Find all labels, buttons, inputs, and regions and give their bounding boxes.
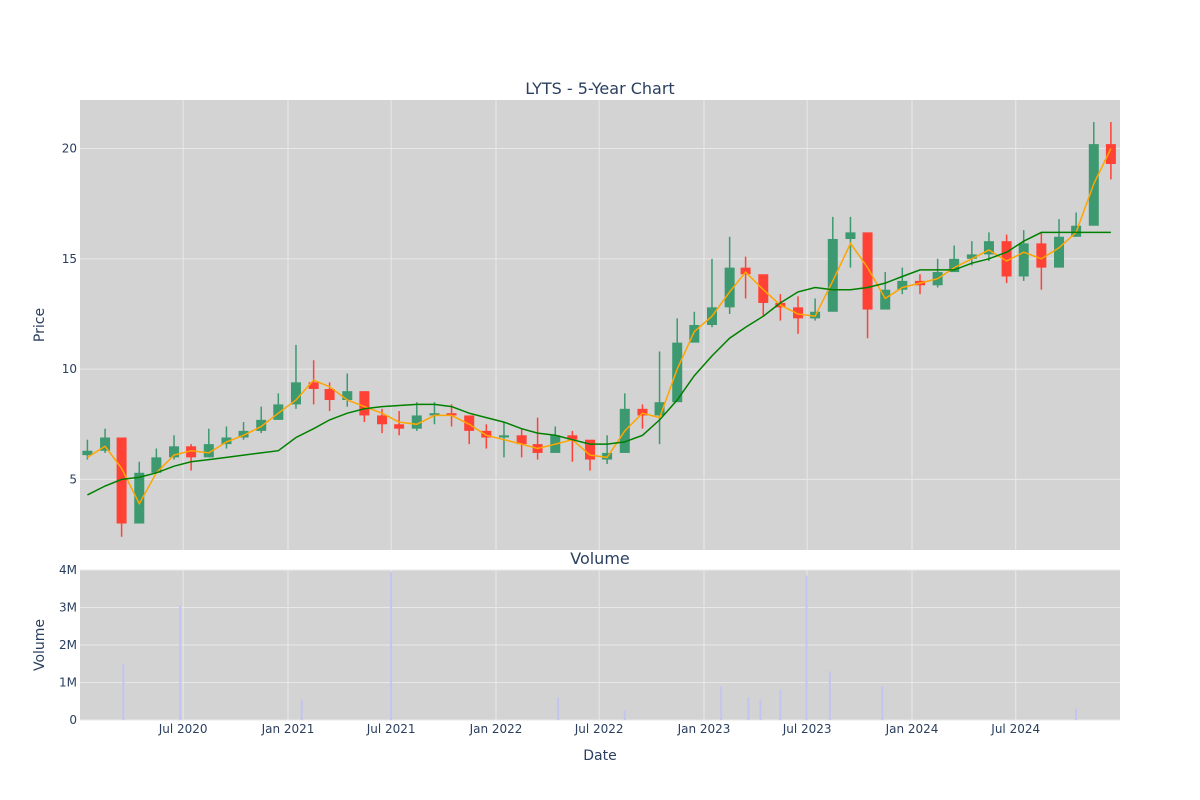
x-tick-label: Jan 2023 [677,722,731,736]
x-tick-label: Jan 2024 [885,722,939,736]
candle-body [186,446,197,458]
candle-body [324,388,335,400]
volume-bar [390,571,393,720]
short-moving-average-line [87,148,1112,506]
x-tick-label: Jan 2021 [261,722,315,736]
volume-y-tick-label: 0 [69,713,77,727]
price-y-grid [80,148,1120,480]
volume-y-tick-label: 4M [59,563,77,577]
candle-body [169,446,180,458]
volume-bar [179,605,182,720]
candle-body [637,408,648,416]
price-y-tick-label: 20 [62,142,77,156]
candle-body [116,437,127,524]
volume-bar [720,686,723,720]
candle-body [342,391,353,400]
candle-body [429,413,440,416]
volume-y-tick-label: 2M [59,638,77,652]
candle-body [654,402,665,416]
volume-y-tick-label: 3M [59,601,77,615]
candle-body [203,444,214,458]
volume-y-tick-labels: 0 1M 2M 3M 4M [59,563,77,727]
volume-y-axis-title: Volume [32,619,48,671]
volume-y-grid [80,569,1120,721]
volume-y-tick-label: 1M [59,676,77,690]
candle-body [1054,236,1065,268]
candle-body [411,415,422,429]
candle-body [845,232,856,239]
candle-body [290,382,301,405]
candle-body [481,430,492,438]
candle-body [567,435,578,440]
candle-body [498,435,509,438]
price-y-axis-title: Price [32,308,48,342]
volume-bars [122,571,1078,720]
candle-body [82,450,93,456]
candle-body [585,439,596,460]
moving-average-lines [87,148,1112,506]
volume-bar [747,697,750,720]
candle-body [151,457,162,473]
volume-bar [805,575,808,720]
candle-body [273,404,284,420]
candle-body [793,307,804,319]
volume-bar [1075,708,1078,720]
candle-body [1018,243,1029,277]
volume-bar [300,699,303,720]
x-tick-label: Jul 2020 [158,722,208,736]
candle-body [689,325,700,343]
candle-body [949,258,960,273]
x-axis-tick-labels: Jul 2020 Jan 2021 Jul 2021 Jan 2022 Jul 2022… [158,722,1040,736]
x-tick-label: Jul 2021 [366,722,416,736]
candle-body [100,437,111,451]
candle-body [740,267,751,275]
candle-body [377,415,388,425]
candle-body [1001,241,1012,277]
candle-body [394,424,405,429]
volume-bar [122,663,125,720]
candle-body [238,430,249,438]
candle-body [308,382,319,389]
candle-body [724,267,735,308]
price-plot-area [80,100,1120,550]
volume-bar [557,697,560,720]
candle-body [758,274,769,303]
candle-body [862,232,873,310]
candle-body [446,413,457,416]
candle-body [256,419,267,431]
long-moving-average-line [87,231,1111,496]
price-y-tick-label: 15 [62,252,77,266]
volume-bar [828,671,831,720]
x-tick-label: Jul 2023 [782,722,832,736]
candle-body [983,241,994,255]
x-tick-label: Jul 2024 [990,722,1040,736]
x-tick-label: Jan 2022 [469,722,523,736]
volume-bar [881,686,884,720]
x-tick-label: Jul 2022 [574,722,624,736]
x-axis-title: Date [583,748,616,764]
price-x-grid [182,100,1017,550]
price-y-tick-label: 5 [69,472,77,486]
volume-bar [759,699,762,720]
candle-body [516,435,527,445]
candle-body [1036,243,1047,268]
candle-body [672,342,683,403]
candle-body [134,472,145,524]
price-y-tick-labels: 5 10 15 20 [62,142,77,487]
candle-body [966,254,977,259]
volume-bar [779,690,782,720]
price-y-tick-label: 10 [62,362,77,376]
candle-body [897,280,908,290]
candle-body [880,289,891,310]
candle-body [464,415,475,431]
volume-chart-title: Volume [570,549,630,568]
candle-body [827,238,838,312]
volume-bar [623,710,626,720]
candle-body [221,437,232,445]
price-chart-title: LYTS - 5-Year Chart [525,79,674,98]
candle-body [359,391,370,416]
candle-body [1105,144,1116,164]
